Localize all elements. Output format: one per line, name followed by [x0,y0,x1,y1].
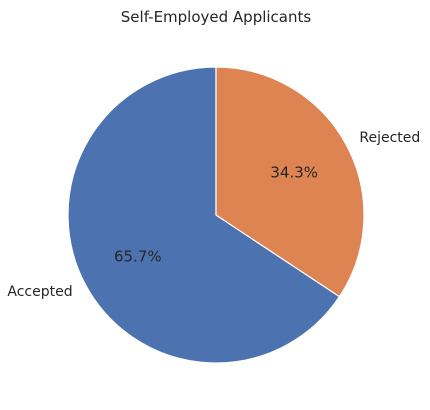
pie-slices [67,66,365,364]
category-label-rejected: Rejected [359,130,420,146]
category-label-accepted: Accepted [7,284,72,300]
chart-title: Self-Employed Applicants [121,8,312,26]
pie-slice-rejected [215,66,365,298]
pie-slice-accepted [67,66,341,364]
pie-labels: Accepted 65.7% Rejected 34.3% [7,130,420,300]
percent-label-rejected: 34.3% [270,164,318,182]
percent-label-accepted: 65.7% [114,248,162,266]
